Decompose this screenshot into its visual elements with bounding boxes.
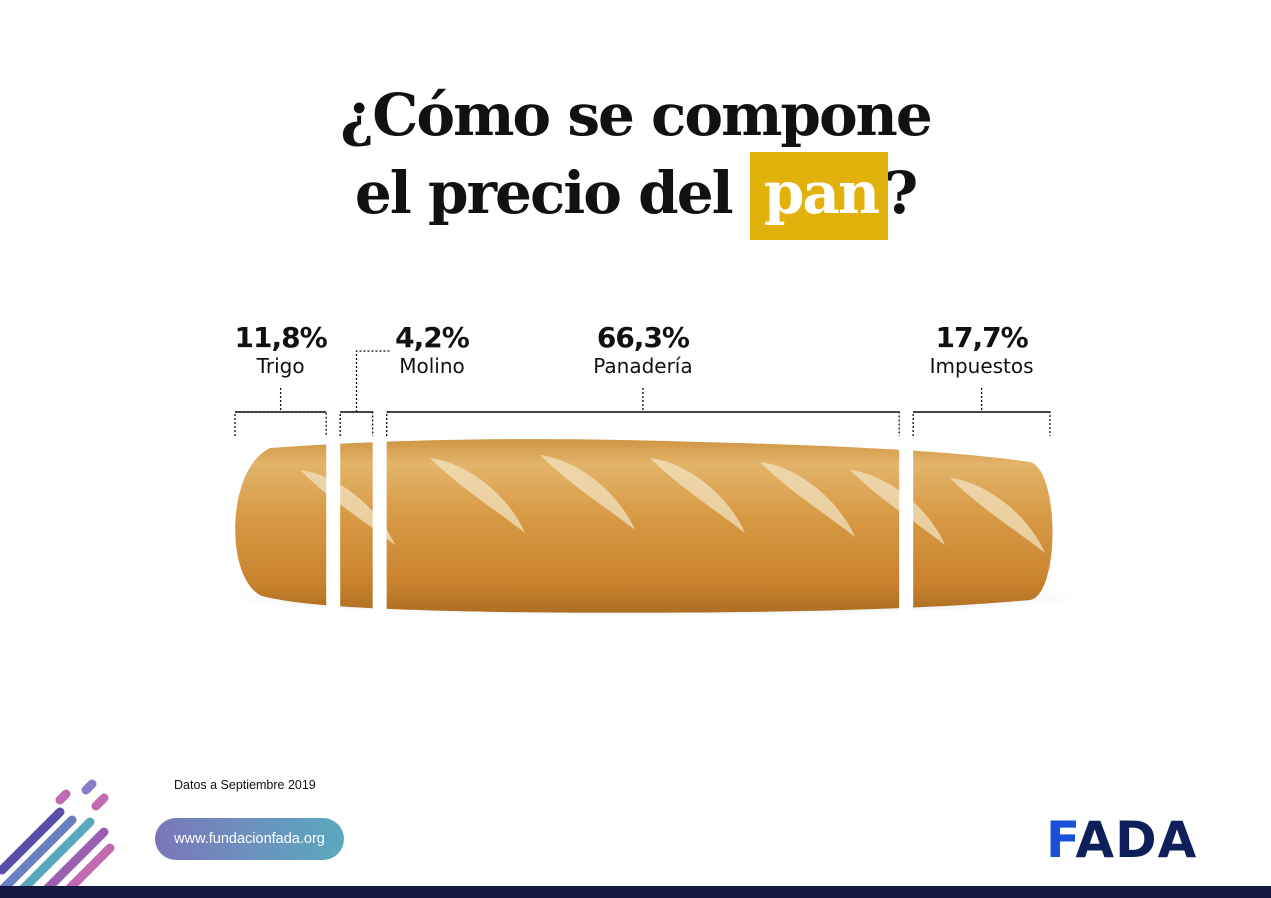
segment-value: 17,7% (935, 321, 1029, 354)
segment-label-panadería: 66,3% Panadería (563, 321, 723, 379)
fada-logo: FADA (1046, 812, 1197, 868)
segment-category: Molino (399, 354, 465, 378)
website-link[interactable]: www.fundacionfada.org (155, 818, 344, 860)
decorative-stripes (0, 779, 115, 898)
segment-category: Impuestos (929, 354, 1034, 378)
bread-chart (225, 350, 1085, 625)
segment-divider (899, 425, 914, 625)
segment-value: 4,2% (395, 321, 470, 354)
bread-score (850, 470, 945, 545)
segment-value: 11,8% (234, 321, 328, 354)
segment-value: 66,3% (596, 321, 690, 354)
title-prefix: el precio del (354, 159, 734, 227)
segment-bracket-panadería (386, 411, 900, 436)
segment-bracket-molino (339, 411, 374, 436)
segment-category: Trigo (256, 354, 305, 378)
footer-bar (0, 886, 1271, 898)
bread-score (300, 470, 395, 545)
segment-label-trigo: 11,8% Trigo (201, 321, 361, 379)
title-suffix: ? (884, 159, 918, 227)
data-date-note: Datos a Septiembre 2019 (174, 778, 316, 792)
segment-bracket-trigo (234, 411, 327, 436)
segment-divider (326, 425, 341, 625)
title-line-1: ¿Cómo se compone (340, 81, 933, 149)
segment-label-impuestos: 17,7% Impuestos (902, 321, 1062, 379)
bread-score (950, 478, 1045, 553)
segment-bracket-impuestos (912, 411, 1051, 436)
title-line-2: el precio del pan? (0, 152, 1271, 240)
bread-loaf (235, 439, 1053, 613)
molino-leader-line (355, 350, 390, 412)
bread-score (430, 458, 525, 533)
segment-label-molino: 4,2% Molino (352, 321, 512, 379)
bread-score (650, 458, 745, 533)
segment-divider (372, 425, 387, 625)
bread-score (540, 455, 635, 530)
logo-rest: ADA (1075, 811, 1198, 869)
bread-score (760, 462, 855, 537)
title-highlight: pan (749, 152, 889, 240)
segment-category: Panadería (593, 354, 693, 378)
logo-first-letter: F (1046, 811, 1076, 869)
page-title: ¿Cómo se compone el precio del pan? (0, 78, 1271, 240)
